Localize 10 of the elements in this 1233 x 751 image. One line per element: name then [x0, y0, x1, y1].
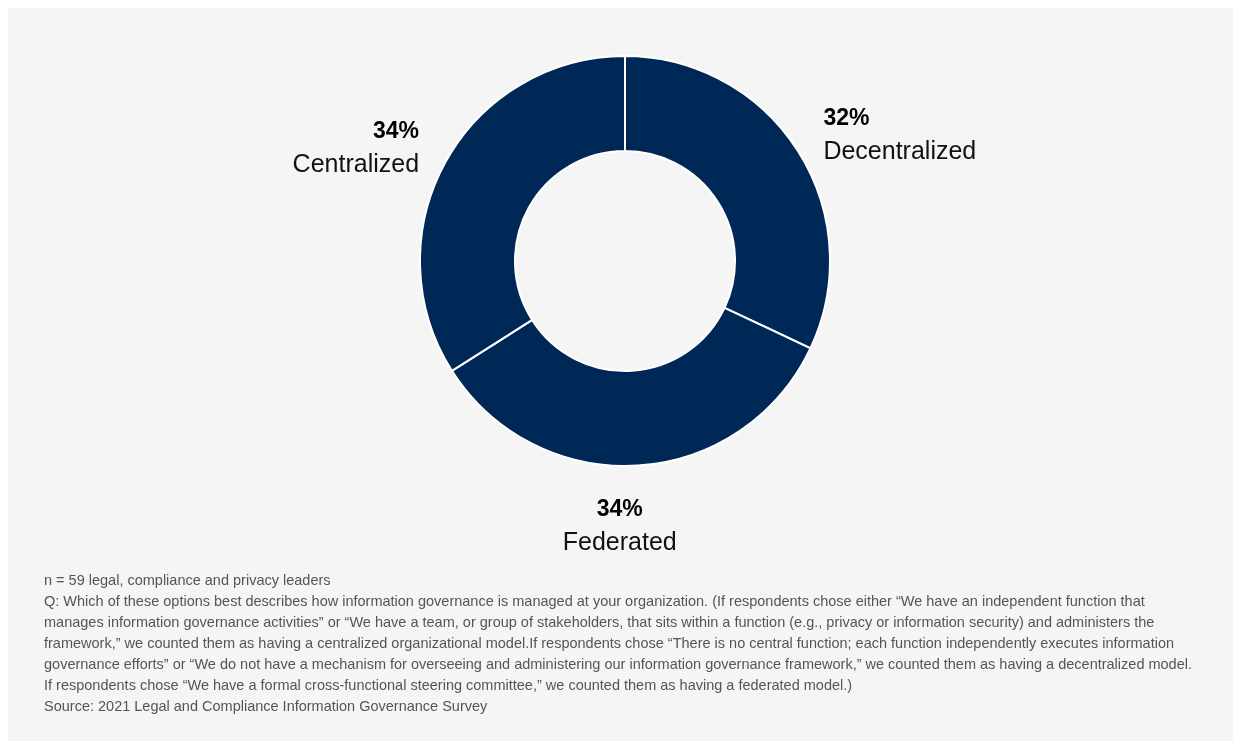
text: If respondents chose “We have a formal cross-functional steering committee,” we counted them as having a federated model.)	[44, 676, 854, 695]
data-label: 32%	[823, 104, 870, 131]
slice-label: Centralized	[292, 148, 420, 177]
source-note: Source: 2021 Legal and Compliance Information Governance Survey	[44, 697, 489, 716]
slice-label: Federated	[562, 526, 677, 555]
slice-label: Decentralized	[823, 136, 977, 165]
data-label: 34%	[373, 116, 420, 143]
text: n = 59 legal, compliance and privacy leaders	[44, 571, 332, 590]
data-label: 34%	[596, 494, 643, 521]
text: Q: Which of these options best describes how information governance is managed at your organization. (If respondents chose either “We have an independent function that manages information governance activities” or “We have a team, or group of stakeholders, that sits within a function (e.g., privacy or information security) and administers the framework,” we counted them as having a centralized organizational model.If respondents chose “There is no central function; each function independently executes information governance efforts” or “We do not have a mechanism for overseeing and administering our information governance framework,” we counted them as having a decentralized model.	[44, 592, 1193, 674]
